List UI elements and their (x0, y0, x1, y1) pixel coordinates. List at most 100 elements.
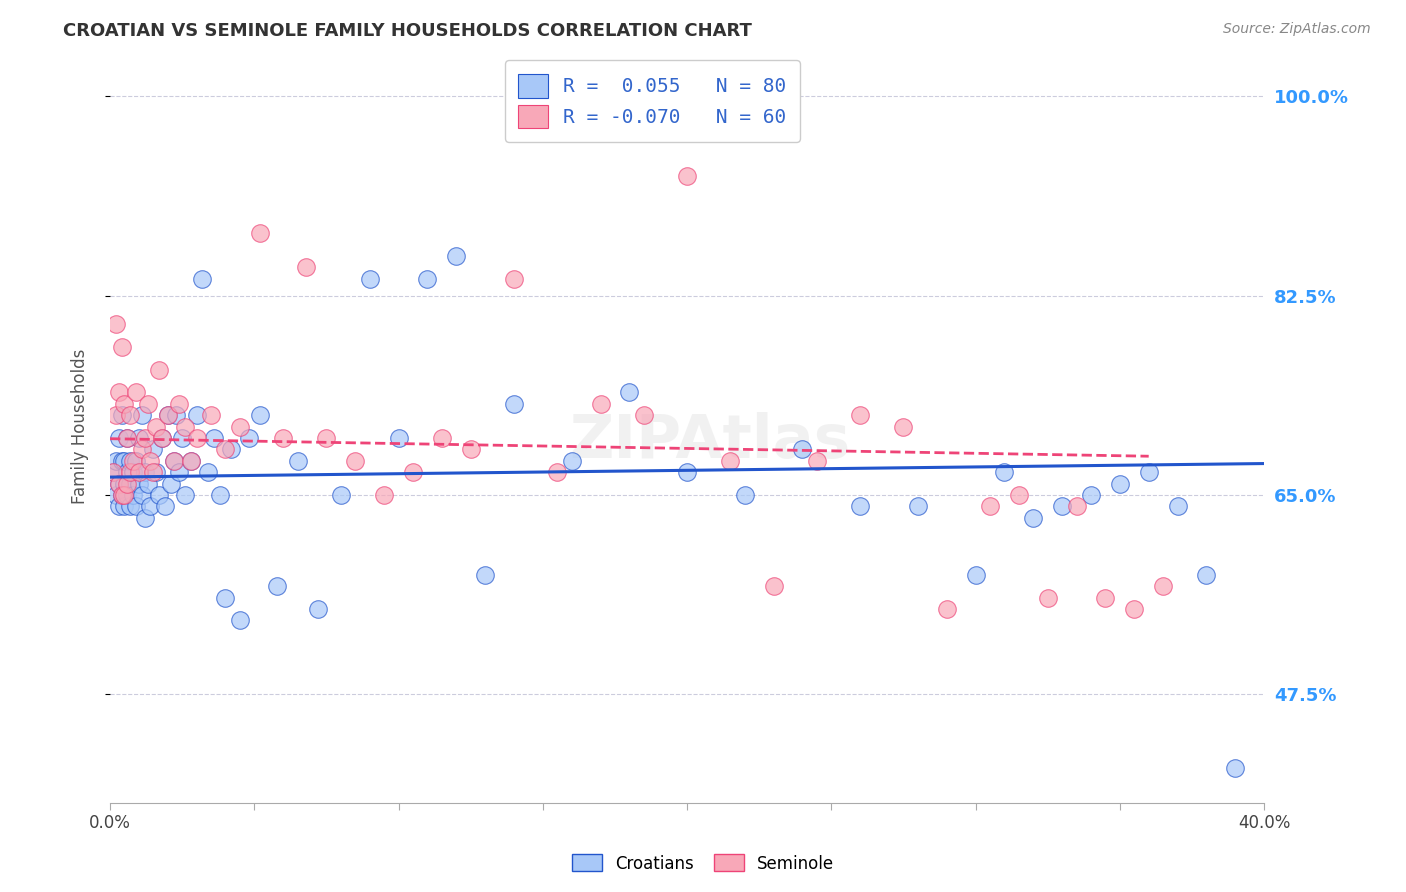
Point (619, 385, 641, 400)
Point (136, 397, 159, 411)
Point (503, 271, 526, 285)
Point (125, 385, 148, 400)
Point (214, 442, 236, 457)
Point (965, 567, 987, 582)
Point (101, 465, 124, 479)
Point (104, 409, 127, 423)
Point (162, 454, 184, 468)
Point (150, 431, 173, 445)
Point (249, 226, 271, 240)
Point (110, 409, 132, 423)
Text: CROATIAN VS SEMINOLE FAMILY HOUSEHOLDS CORRELATION CHART: CROATIAN VS SEMINOLE FAMILY HOUSEHOLDS C… (63, 22, 752, 40)
Point (107, 476, 129, 491)
Point (169, 465, 191, 479)
Point (162, 454, 184, 468)
Point (128, 465, 150, 479)
Point (104, 454, 127, 468)
Point (359, 271, 381, 285)
Point (120, 454, 142, 468)
Point (122, 488, 145, 502)
Point (169, 397, 191, 411)
Point (134, 510, 156, 524)
Point (134, 431, 156, 445)
Point (117, 488, 139, 502)
Y-axis label: Family Households: Family Households (72, 349, 89, 504)
Point (430, 431, 453, 445)
Point (114, 397, 136, 411)
Point (214, 591, 236, 605)
Point (806, 454, 828, 468)
Point (1066, 500, 1088, 514)
Point (156, 409, 179, 423)
Point (125, 454, 148, 468)
Point (503, 397, 526, 411)
Point (125, 500, 148, 514)
Point (633, 409, 655, 423)
Point (107, 476, 129, 491)
Point (122, 465, 145, 479)
Point (114, 454, 136, 468)
Point (1008, 488, 1031, 502)
Point (114, 488, 136, 502)
Point (107, 385, 129, 400)
Point (128, 431, 150, 445)
Point (131, 488, 153, 502)
Point (148, 362, 170, 376)
Point (266, 579, 288, 593)
Point (110, 340, 132, 354)
Point (202, 431, 225, 445)
Point (104, 488, 127, 502)
Point (120, 500, 142, 514)
Point (114, 476, 136, 491)
Point (993, 465, 1015, 479)
Point (117, 476, 139, 491)
Point (1050, 500, 1073, 514)
Point (718, 454, 741, 468)
Point (139, 500, 162, 514)
Text: ZIPAtlas: ZIPAtlas (569, 412, 851, 471)
Point (191, 271, 214, 285)
Point (446, 249, 468, 263)
Point (229, 419, 252, 434)
Point (315, 431, 337, 445)
Point (1108, 476, 1130, 491)
Legend: R =  0.055   N = 80, R = -0.070   N = 60: R = 0.055 N = 80, R = -0.070 N = 60 (505, 61, 800, 142)
Point (287, 454, 309, 468)
Point (460, 442, 482, 457)
Text: Source: ZipAtlas.com: Source: ZipAtlas.com (1223, 22, 1371, 37)
Point (180, 454, 202, 468)
Point (387, 431, 409, 445)
Point (792, 442, 814, 457)
Point (107, 500, 129, 514)
Point (295, 260, 318, 274)
Point (156, 409, 179, 423)
Point (329, 488, 352, 502)
Point (165, 409, 187, 423)
Point (131, 442, 153, 457)
Point (249, 409, 271, 423)
Point (117, 431, 139, 445)
Point (1080, 488, 1102, 502)
Point (110, 454, 132, 468)
Point (734, 488, 756, 502)
Point (153, 500, 176, 514)
Point (1137, 465, 1160, 479)
Point (1123, 602, 1146, 616)
Point (104, 317, 127, 331)
Point (139, 454, 162, 468)
Point (142, 465, 165, 479)
Point (849, 409, 872, 423)
Point (1036, 591, 1059, 605)
Point (145, 465, 167, 479)
Point (110, 488, 132, 502)
Point (402, 465, 425, 479)
Point (1195, 567, 1218, 582)
Point (107, 431, 129, 445)
Point (136, 476, 159, 491)
Point (907, 500, 929, 514)
Point (159, 476, 181, 491)
Point (935, 602, 957, 616)
Point (893, 419, 915, 434)
Point (134, 465, 156, 479)
Point (186, 409, 208, 423)
